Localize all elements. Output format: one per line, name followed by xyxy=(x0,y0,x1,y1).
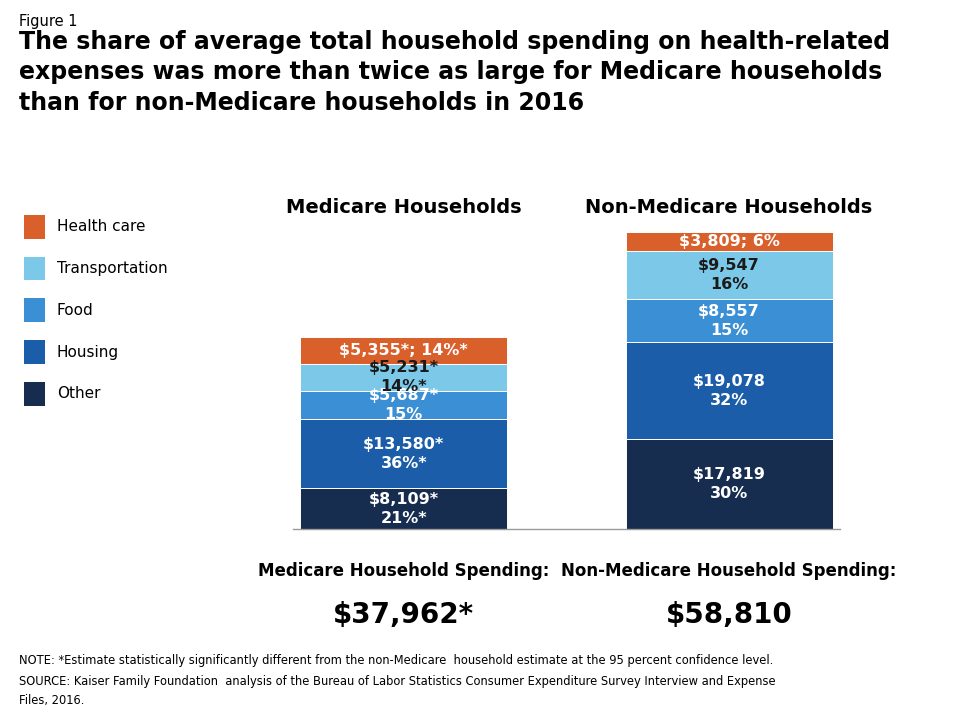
Text: FOUNDATION: FOUNDATION xyxy=(850,693,917,703)
Text: Health care: Health care xyxy=(57,220,145,234)
Text: $8,109*
21%*: $8,109* 21%* xyxy=(369,492,439,526)
Text: $9,547
16%: $9,547 16% xyxy=(698,258,760,292)
Bar xyxy=(300,364,507,391)
Text: $5,355*; 14%*: $5,355*; 14%* xyxy=(340,343,468,358)
Text: Food: Food xyxy=(57,303,93,318)
Bar xyxy=(300,488,507,529)
Bar xyxy=(626,232,832,251)
Text: THE HENRY J.: THE HENRY J. xyxy=(854,652,912,662)
Text: FAMILY: FAMILY xyxy=(854,676,912,691)
Text: Non-Medicare Households: Non-Medicare Households xyxy=(586,197,873,217)
Text: KAISER: KAISER xyxy=(853,663,913,678)
Bar xyxy=(626,439,832,529)
Text: Figure 1: Figure 1 xyxy=(19,14,78,30)
Text: The share of average total household spending on health-related: The share of average total household spe… xyxy=(19,30,890,54)
Text: expenses was more than twice as large for Medicare households: expenses was more than twice as large fo… xyxy=(19,60,882,84)
Text: $17,819
30%: $17,819 30% xyxy=(692,467,765,501)
Bar xyxy=(626,343,832,439)
Text: $19,078
32%: $19,078 32% xyxy=(692,374,765,408)
Bar xyxy=(300,420,507,488)
Text: Non-Medicare Household Spending:: Non-Medicare Household Spending: xyxy=(562,562,897,580)
Text: $5,687*
15%: $5,687* 15% xyxy=(369,388,439,422)
Bar xyxy=(626,299,832,343)
Text: than for non-Medicare households in 2016: than for non-Medicare households in 2016 xyxy=(19,91,585,114)
Text: Medicare Household Spending:: Medicare Household Spending: xyxy=(258,562,549,580)
Text: Files, 2016.: Files, 2016. xyxy=(19,694,84,707)
Text: Housing: Housing xyxy=(57,345,119,359)
Text: SOURCE: Kaiser Family Foundation  analysis of the Bureau of Labor Statistics Con: SOURCE: Kaiser Family Foundation analysi… xyxy=(19,675,776,688)
Text: Other: Other xyxy=(57,387,100,401)
Text: $37,962*: $37,962* xyxy=(333,601,474,629)
Text: $13,580*
36%*: $13,580* 36%* xyxy=(363,437,444,471)
Text: $8,557
15%: $8,557 15% xyxy=(698,304,760,338)
Text: $3,809; 6%: $3,809; 6% xyxy=(679,234,780,248)
Text: $58,810: $58,810 xyxy=(665,601,792,629)
Text: Medicare Households: Medicare Households xyxy=(286,197,521,217)
Bar xyxy=(626,251,832,299)
Bar xyxy=(300,337,507,364)
Bar xyxy=(300,391,507,420)
Text: $5,231*
14%*: $5,231* 14%* xyxy=(369,360,439,395)
Text: Transportation: Transportation xyxy=(57,261,167,276)
Text: NOTE: *Estimate statistically significantly different from the non-Medicare  hou: NOTE: *Estimate statistically significan… xyxy=(19,654,774,667)
